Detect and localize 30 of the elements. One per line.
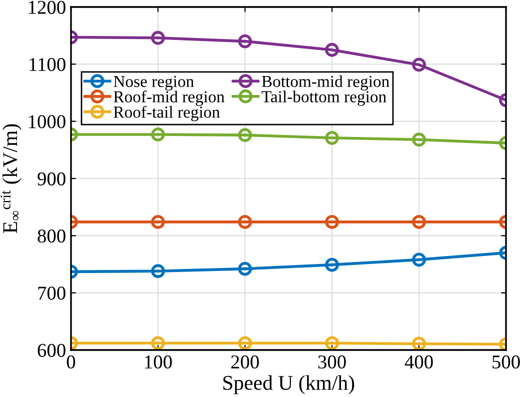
x-axis-title: Speed U (km/h) bbox=[223, 375, 354, 394]
point bbox=[238, 128, 252, 142]
x-tick-label: 300 bbox=[318, 355, 346, 369]
x-tick-label: 0 bbox=[66, 355, 76, 369]
point bbox=[238, 262, 252, 276]
y-tick-label: 1000 bbox=[28, 115, 66, 128]
point bbox=[325, 215, 339, 229]
y-tick-label: 800 bbox=[38, 229, 66, 243]
x-tick-label: 400 bbox=[404, 355, 433, 369]
legend-label: Roof-mid region bbox=[114, 90, 224, 106]
point bbox=[325, 258, 339, 272]
y-tick-label: 600 bbox=[38, 344, 66, 357]
x-tick-label: 100 bbox=[145, 355, 172, 369]
y-tick-label: 1200 bbox=[28, 0, 66, 14]
point bbox=[238, 215, 252, 229]
point bbox=[238, 336, 252, 350]
point bbox=[325, 42, 339, 57]
y-axis-title: E$_{∞}$$^{crit}$ (kV/m) bbox=[0, 124, 22, 234]
x-tick-label: 500 bbox=[492, 355, 520, 369]
legend-label: Nose region bbox=[114, 76, 194, 91]
x-tick-label: 200 bbox=[231, 355, 259, 369]
point bbox=[238, 34, 252, 48]
point bbox=[325, 336, 339, 350]
y-tick-label: 1100 bbox=[30, 58, 66, 72]
y-tick-label: 900 bbox=[38, 172, 66, 186]
y-tick-label: 700 bbox=[38, 286, 66, 300]
legend-label: Roof-tail region bbox=[114, 106, 220, 122]
legend-label: Bottom-mid region bbox=[262, 75, 390, 91]
point bbox=[325, 130, 339, 145]
legend-label: Tail-bottom region bbox=[262, 90, 386, 106]
